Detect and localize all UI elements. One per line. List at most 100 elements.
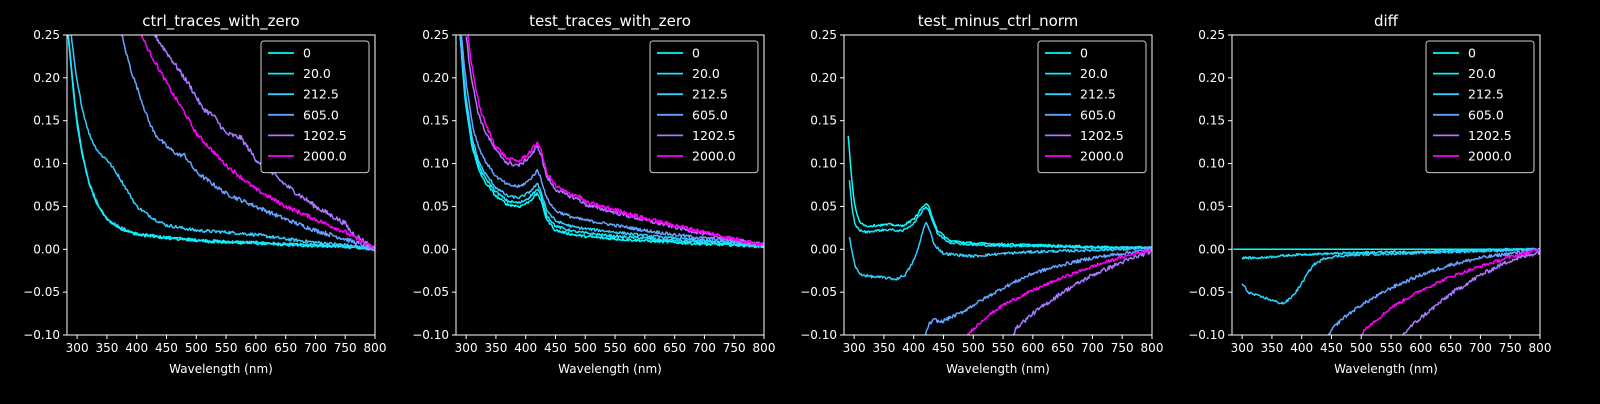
legend-label: 212.5: [692, 87, 728, 102]
x-tick-label: 300: [455, 341, 478, 355]
y-tick-label: −0.05: [23, 285, 60, 299]
series-line-2: [67, 35, 375, 252]
series-line-6: [967, 248, 1152, 335]
x-tick-label: 400: [902, 341, 925, 355]
x-tick-label: 600: [244, 341, 267, 355]
legend-label: 2000.0: [303, 149, 347, 164]
y-tick-label: −0.05: [800, 285, 837, 299]
x-tick-label: 750: [1499, 341, 1522, 355]
x-tick-label: 500: [574, 341, 597, 355]
series-line-3: [70, 35, 375, 251]
series-line-3: [1241, 247, 1540, 305]
legend-label: 1202.5: [692, 128, 736, 143]
x-tick-label: 800: [364, 341, 387, 355]
x-tick-label: 800: [1529, 341, 1552, 355]
x-tick-label: 700: [693, 341, 716, 355]
x-tick-label: 300: [1231, 341, 1254, 355]
legend-label: 20.0: [1468, 66, 1496, 81]
chart-title: diff: [1374, 12, 1399, 30]
x-tick-label: 750: [334, 341, 357, 355]
chart-panel-3: test_minus_ctrl_norm 300 350 400 450 500 550 60…: [800, 12, 1163, 376]
y-tick-label: 0.20: [422, 71, 449, 85]
y-tick-label: 0.05: [33, 199, 60, 213]
legend-label: 20.0: [692, 66, 720, 81]
y-tick-label: −0.10: [800, 328, 837, 342]
y-tick-label: 0.05: [810, 199, 837, 213]
y-tick-label: −0.05: [1188, 285, 1225, 299]
y-tick-label: 0.10: [33, 157, 60, 171]
series-line-5: [1012, 249, 1152, 335]
x-tick-label: 650: [1051, 341, 1074, 355]
y-tick-label: 0.10: [422, 157, 449, 171]
x-tick-label: 450: [1320, 341, 1343, 355]
legend-label: 212.5: [1080, 87, 1116, 102]
legend-label: 1202.5: [1080, 128, 1124, 143]
x-tick-label: 800: [753, 341, 776, 355]
legend-label: 2000.0: [1468, 149, 1512, 164]
x-tick-label: 450: [932, 341, 955, 355]
y-tick-label: 0.25: [422, 28, 449, 42]
x-tick-label: 800: [1141, 341, 1164, 355]
y-tick-label: 0.15: [33, 114, 60, 128]
x-tick-label: 350: [1260, 341, 1283, 355]
x-tick-label: 400: [125, 341, 148, 355]
x-tick-label: 550: [215, 341, 238, 355]
x-tick-label: 350: [484, 341, 507, 355]
y-tick-label: 0.10: [810, 157, 837, 171]
x-tick-label: 700: [1469, 341, 1492, 355]
y-tick-label: 0.15: [1198, 114, 1225, 128]
y-tick-label: 0.20: [33, 71, 60, 85]
legend-label: 605.0: [692, 107, 728, 122]
x-tick-label: 650: [274, 341, 297, 355]
legend-label: 20.0: [1080, 66, 1108, 81]
y-tick-label: 0.10: [1198, 157, 1225, 171]
plot-frame: [843, 34, 1153, 336]
legend-label: 605.0: [1468, 107, 1504, 122]
x-tick-label: 650: [663, 341, 686, 355]
x-tick-label: 500: [185, 341, 208, 355]
series-line-2: [1241, 247, 1540, 260]
series-line-4: [121, 35, 375, 250]
y-tick-label: 0.20: [1198, 71, 1225, 85]
x-tick-label: 550: [1380, 341, 1403, 355]
legend-label: 2000.0: [692, 149, 736, 164]
x-tick-label: 400: [1290, 341, 1313, 355]
legend-label: 605.0: [303, 107, 339, 122]
legend-label: 605.0: [1080, 107, 1116, 122]
x-tick-label: 700: [304, 341, 327, 355]
series-lines: [1233, 247, 1540, 335]
y-tick-label: 0.25: [1198, 28, 1225, 42]
x-axis-label: Wavelength (nm): [558, 362, 662, 376]
legend: 0 20.0 212.5 605.0 1202.5 2000.0: [649, 40, 759, 174]
series-lines: [459, 35, 764, 249]
y-tick-label: 0.05: [1198, 199, 1225, 213]
x-tick-label: 450: [544, 341, 567, 355]
y-tick-label: 0.20: [810, 71, 837, 85]
x-tick-label: 500: [962, 341, 985, 355]
x-axis-label: Wavelength (nm): [1334, 362, 1438, 376]
x-tick-label: 300: [66, 341, 89, 355]
x-tick-label: 700: [1081, 341, 1104, 355]
x-tick-label: 650: [1439, 341, 1462, 355]
legend-label: 212.5: [1468, 87, 1504, 102]
x-tick-label: 550: [604, 341, 627, 355]
y-tick-label: 0.00: [1198, 242, 1225, 256]
series-line-4: [924, 247, 1152, 335]
x-axis-label: Wavelength (nm): [169, 362, 273, 376]
x-tick-label: 400: [514, 341, 537, 355]
series-line-5: [1402, 250, 1540, 335]
legend-label: 1202.5: [1468, 128, 1512, 143]
x-tick-label: 350: [95, 341, 118, 355]
x-tick-label: 600: [633, 341, 656, 355]
y-tick-label: 0.25: [810, 28, 837, 42]
y-tick-label: 0.15: [810, 114, 837, 128]
y-tick-label: 0.00: [33, 242, 60, 256]
legend-label: 0: [303, 46, 311, 61]
chart-title: test_minus_ctrl_norm: [918, 12, 1079, 31]
legend-label: 0: [1080, 46, 1088, 61]
x-tick-label: 750: [723, 341, 746, 355]
chart-panel-2: test_traces_with_zero 300 350 400 450 500 550 6…: [412, 12, 775, 376]
legend-label: 212.5: [303, 87, 339, 102]
